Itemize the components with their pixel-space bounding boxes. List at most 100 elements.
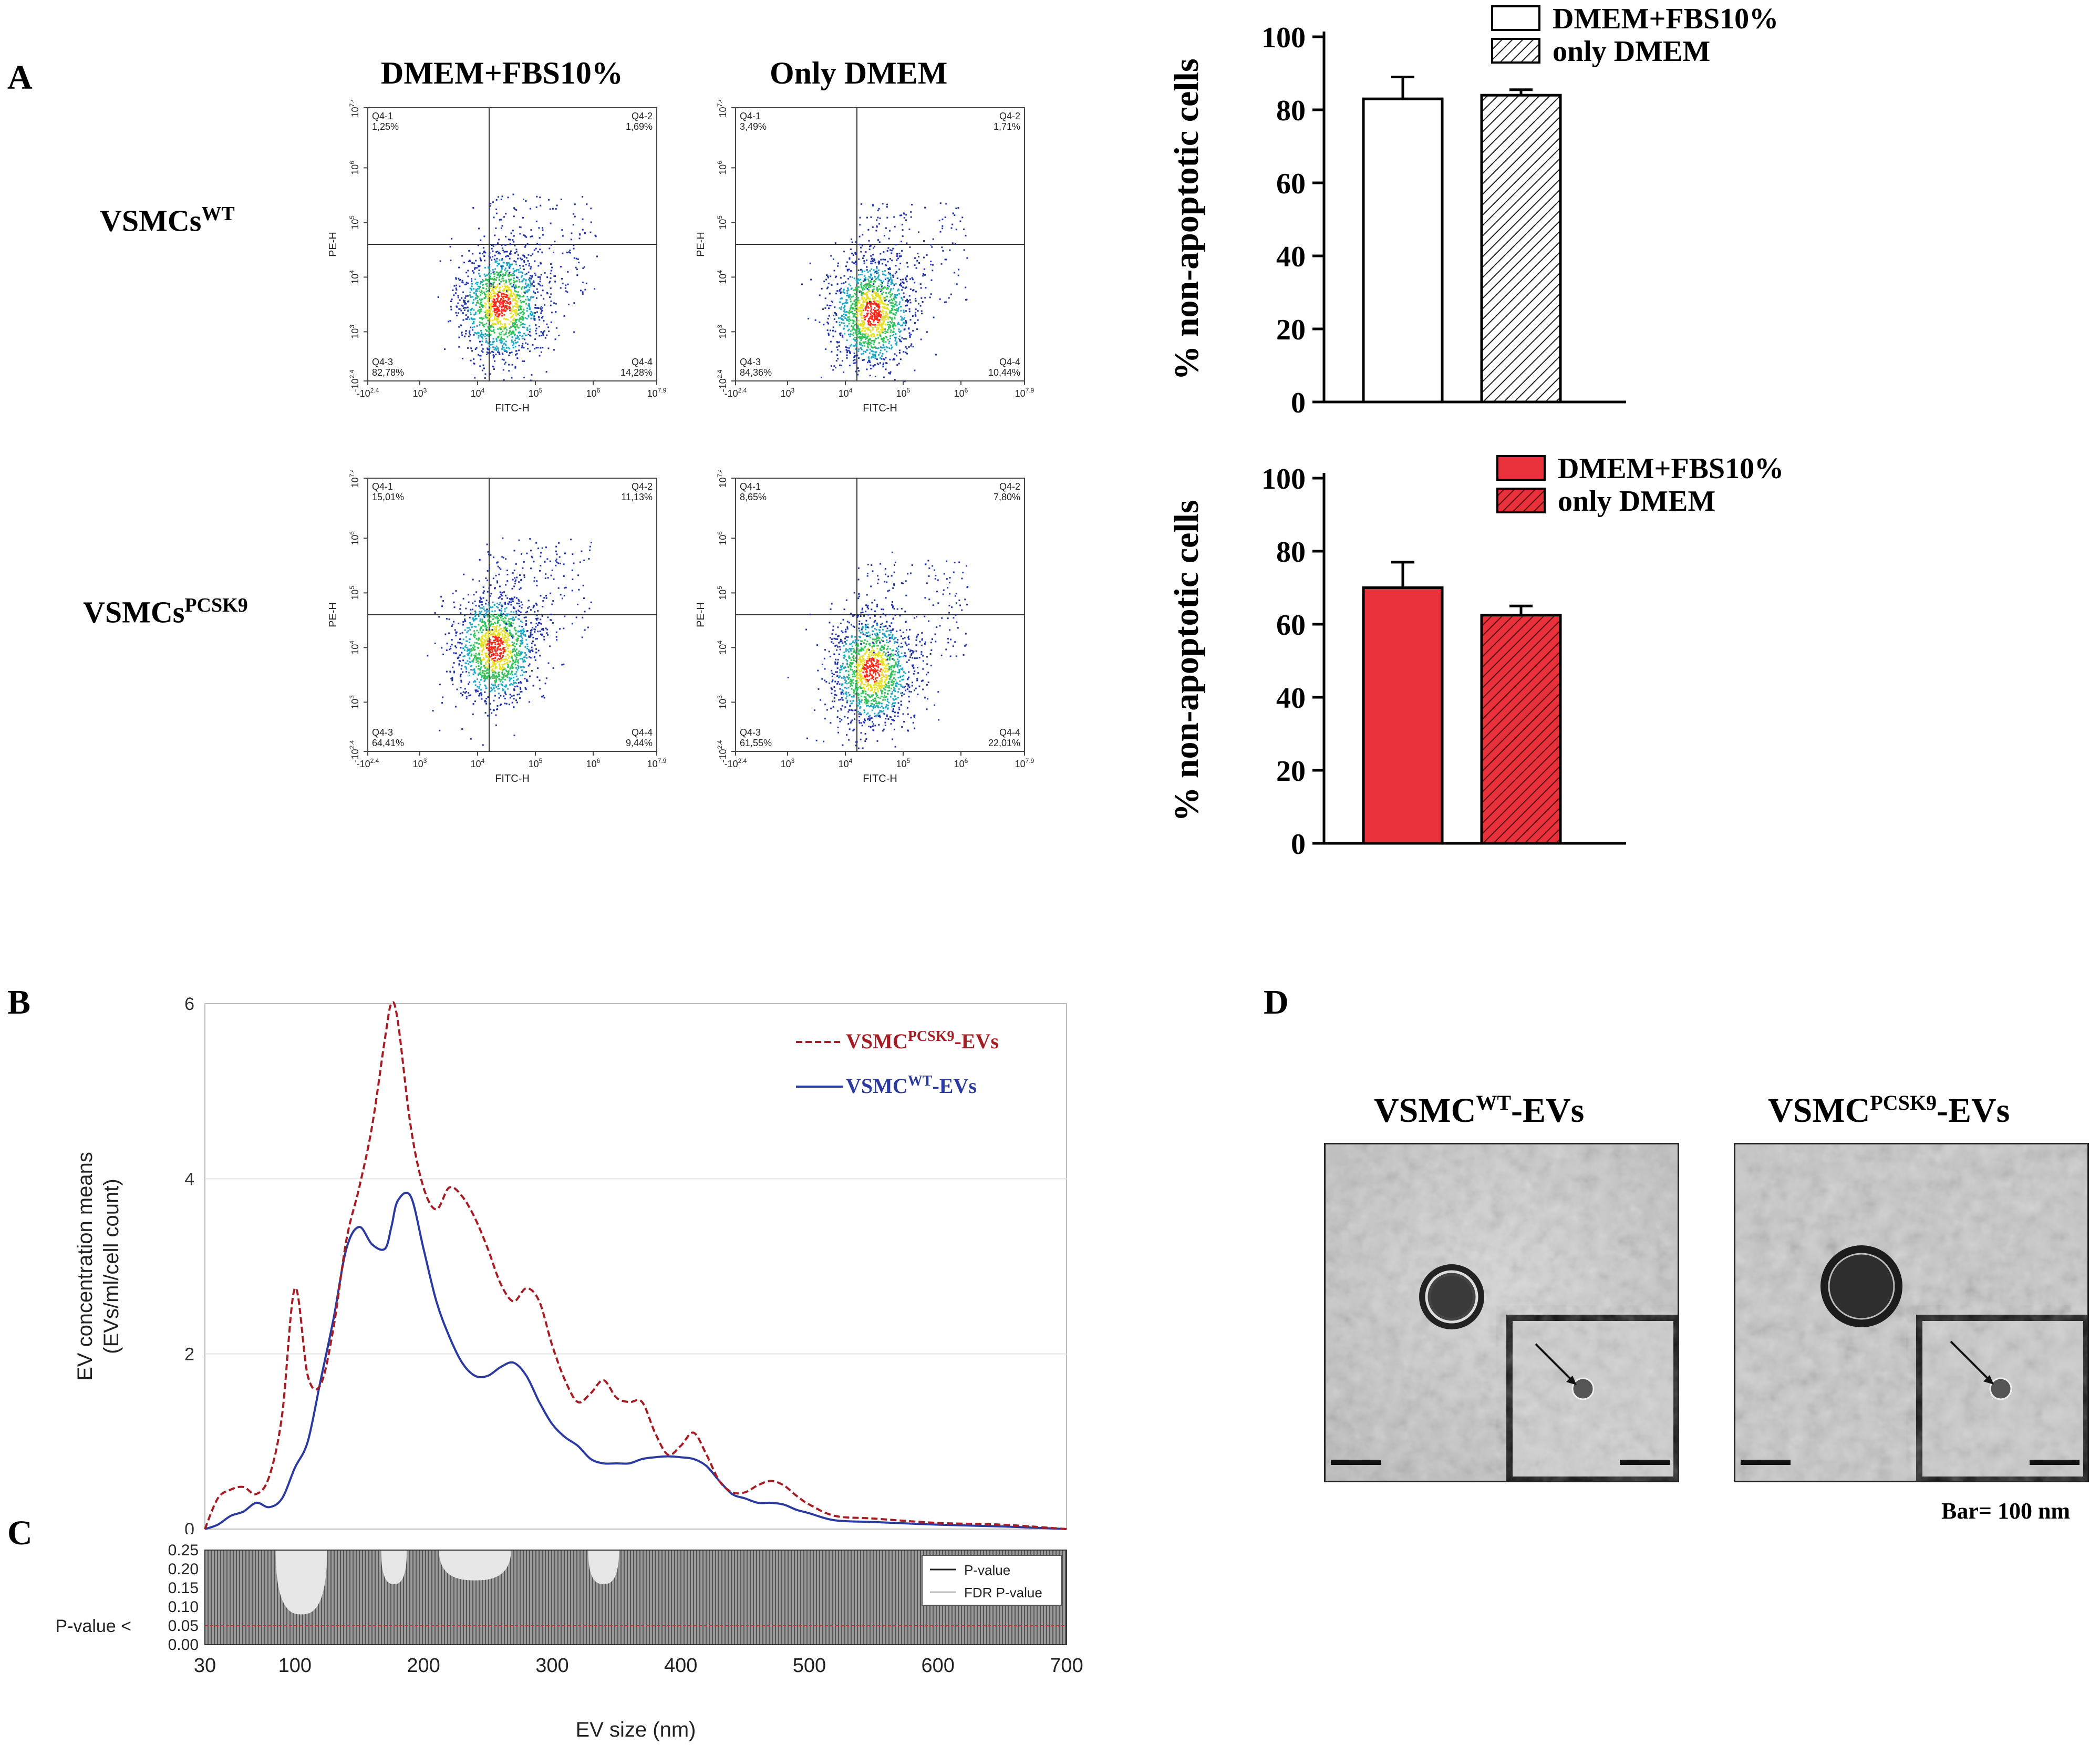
x-tick-label: 104 — [839, 387, 853, 399]
pvalue-chart: 0.000.050.100.150.20 0.25 P-value < 30 100 20… — [55, 1542, 1083, 1741]
y-tick-label: 0 — [1291, 828, 1306, 861]
x-tick-label: 200 — [407, 1655, 440, 1677]
x-tick-label: -102.4 — [357, 757, 379, 769]
pvalue-frame — [204, 1550, 1067, 1645]
series-pcsk9-line — [204, 1001, 1067, 1530]
y-tick-label: -102.4 — [348, 369, 360, 392]
y-tick-label: 80 — [1276, 95, 1306, 127]
ev-size-line-chart: 0 2 4 6 EV concentration means (EVs/ml/cell c… — [74, 994, 1067, 1534]
q4-value: 10,44% — [988, 367, 1020, 378]
flow-plot-pcsk9-dmem: Q4-1 8,65% Q4-2 7,80% Q4-3 61,55% Q4-4 22,01% -1… — [683, 470, 1061, 793]
panel-label-c: C — [7, 1514, 33, 1552]
y-tick-label: 104 — [716, 641, 728, 655]
bar-0 — [1362, 97, 1444, 404]
legend-swatch — [1496, 488, 1546, 513]
y-tick-label: -102.4 — [716, 740, 728, 762]
pvalue-legend-box — [922, 1555, 1062, 1606]
y-tick-label: 100 — [1261, 463, 1306, 495]
y-tick-label: 107.4 — [716, 470, 728, 488]
x-tick-label: 500 — [793, 1655, 826, 1677]
x-tick-label: 104 — [471, 387, 485, 399]
legend-swatch — [1491, 38, 1540, 64]
y-axis-label: PE-H — [327, 232, 339, 257]
y-tick-label: 107.4 — [348, 470, 360, 488]
x-tick-label: 107.9 — [1015, 757, 1035, 769]
x-tick-label: 104 — [471, 757, 485, 769]
panel-label-a: A — [7, 58, 33, 97]
panel-label-b: B — [7, 983, 31, 1021]
y-tick-label: 104 — [348, 270, 360, 284]
q2-label: Q4-2 — [999, 111, 1020, 121]
x-tick-label: 30 — [194, 1655, 216, 1677]
y-tick-label: 0.20 — [168, 1561, 199, 1578]
q4-label: Q4-4 — [632, 357, 653, 367]
plot-frame — [204, 1003, 1067, 1530]
y-tick-label: 2 — [184, 1345, 194, 1365]
q1-label: Q4-1 — [372, 111, 393, 121]
q3-value: 61,55% — [740, 738, 772, 748]
x-axis-title: EV size (nm) — [576, 1718, 696, 1741]
x-tick-label: 106 — [586, 757, 601, 769]
fdr-dip-2 — [439, 1550, 511, 1581]
legend-label-1: VSMCWT-EVs — [846, 1073, 977, 1098]
x-tick-label: 700 — [1050, 1655, 1083, 1677]
y-tick-label: 106 — [716, 161, 728, 175]
tem-micrograph-wt — [1326, 1144, 1678, 1481]
x-tick-label: -102.4 — [357, 387, 379, 399]
q3-value: 82,78% — [372, 367, 404, 378]
q4-value: 14,28% — [620, 367, 653, 378]
x-tick-label: 105 — [896, 757, 911, 769]
q4-label: Q4-4 — [632, 727, 653, 738]
y-tick-label: 105 — [716, 215, 728, 230]
x-tick-label: 600 — [922, 1655, 955, 1677]
fdr-dip-0 — [275, 1550, 327, 1615]
x-tick-label: 103 — [781, 387, 795, 399]
q2-label: Q4-2 — [632, 111, 653, 121]
scale-bar-note: Bar= 100 nm — [1941, 1498, 2071, 1524]
event-dots — [801, 202, 968, 383]
panel-label-d: D — [1264, 983, 1289, 1021]
y-tick-label: 0.10 — [168, 1598, 199, 1616]
legend-fdr: FDR P-value — [964, 1585, 1042, 1601]
legend-label-0: VSMCPCSK9-EVs — [846, 1028, 999, 1053]
tem-image-pcsk9 — [1734, 1143, 2089, 1482]
q1-label: Q4-1 — [740, 111, 761, 121]
x-axis-label: FITC-H — [495, 773, 530, 784]
q1-label: Q4-1 — [740, 481, 761, 492]
x-tick-label: 105 — [529, 387, 543, 399]
flow-plot-wt-dmem: Q4-1 3,49% Q4-2 1,71% Q4-3 84,36% Q4-4 10,44% -1… — [683, 100, 1061, 423]
tem-title-pcsk9: VSMCPCSK9-EVs — [1768, 1091, 2010, 1130]
flow-svg: Q4-18,65% Q4-27,80% Q4-361,55% Q4-422,01% -1… — [695, 470, 1035, 784]
y-tick-label: 0.15 — [168, 1579, 199, 1597]
flow-plot-pcsk9-fbs: Q4-1 15,01% Q4-2 11,13% Q4-3 64,41% Q4-4 9,44% -… — [315, 470, 694, 793]
y-tick-label: 106 — [348, 531, 360, 545]
y-tick-label: 0.00 — [168, 1636, 199, 1654]
row-title-wt: VSMCsWT — [100, 203, 235, 238]
y-tick-label: 20 — [1276, 314, 1306, 346]
y-axis-label: PE-H — [327, 602, 339, 627]
x-axis-label: FITC-H — [863, 402, 897, 414]
y-tick-label: -102.4 — [348, 740, 360, 762]
y-tick-label: 60 — [1276, 609, 1306, 642]
tem-image-wt — [1324, 1143, 1679, 1482]
y-tick-label: 20 — [1276, 755, 1306, 788]
y-tick-label: 104 — [348, 641, 360, 655]
q4-label: Q4-4 — [999, 357, 1020, 367]
fdr-dip-1 — [381, 1550, 407, 1584]
y-tick-label: 80 — [1276, 536, 1306, 569]
legend-label: DMEM+FBS10% — [1558, 452, 1784, 485]
y-tick-label: 105 — [716, 586, 728, 600]
y-tick-label: 0.05 — [168, 1617, 199, 1635]
y-axis-label: PE-H — [695, 232, 707, 257]
q1-value: 1,25% — [372, 121, 399, 132]
x-axis-label: FITC-H — [495, 402, 530, 414]
x-tick-label: 106 — [586, 387, 601, 399]
legend-label: only DMEM — [1558, 485, 1715, 518]
y-tick-label: 6 — [184, 994, 194, 1014]
x-tick-label: 106 — [954, 757, 968, 769]
q2-label: Q4-2 — [632, 481, 653, 492]
y-axis-title: % non-apoptotic cells — [1167, 500, 1206, 821]
y-axis-title-line1: EV concentration means — [74, 1152, 97, 1381]
q1-value: 8,65% — [740, 492, 767, 502]
y-tick-label: 105 — [348, 586, 360, 600]
